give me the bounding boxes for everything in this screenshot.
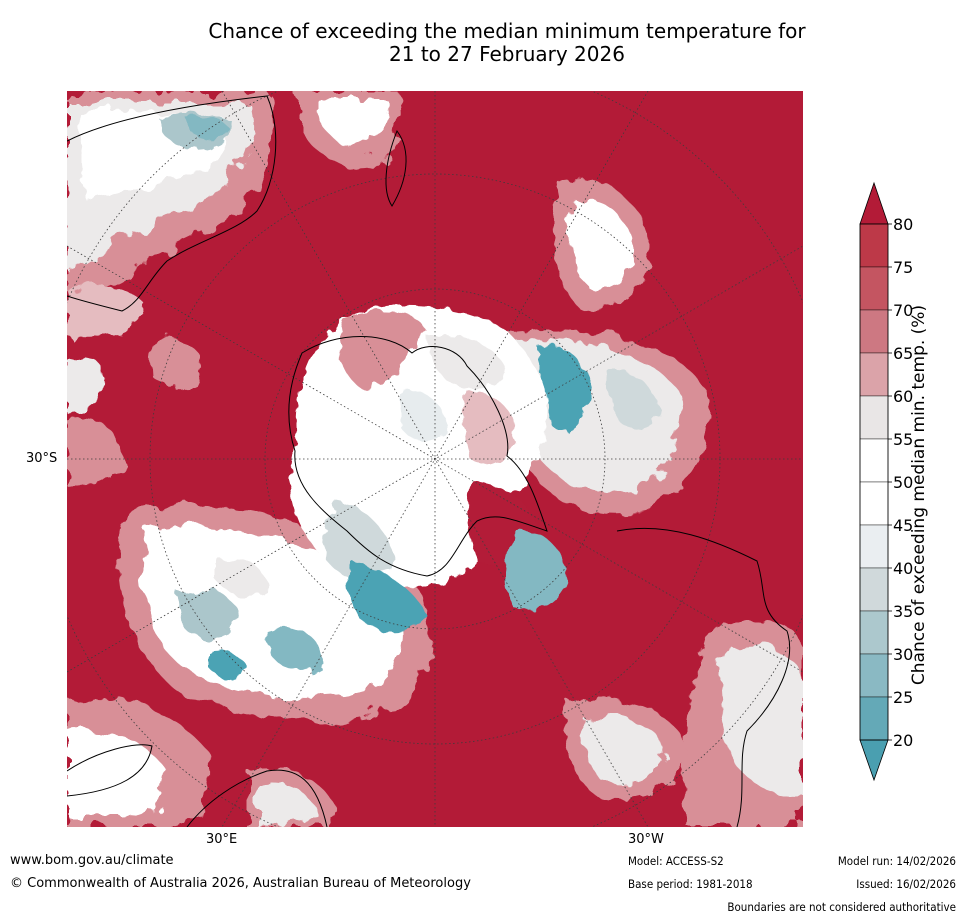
title-line-2: 21 to 27 February 2026	[389, 42, 625, 66]
colorbar-tick-label: 25	[893, 688, 913, 707]
colorbar-tick-label: 75	[893, 258, 913, 277]
colorbar-tick-label: 55	[893, 430, 913, 449]
probability-patches	[67, 91, 803, 827]
colorbar-bottom-arrow	[859, 739, 889, 782]
colorbar-segment	[859, 610, 889, 655]
colorbar-tick-label: 80	[893, 215, 913, 234]
title-line-1: Chance of exceeding the median minimum t…	[208, 19, 806, 43]
colorbar-top-arrow	[859, 181, 889, 225]
footer-disclaimer: Boundaries are not considered authoritat…	[727, 900, 956, 914]
colorbar-tick-label: 70	[893, 301, 913, 320]
colorbar-svg: 80 75 70 65 60 55 50 45 40 35 30 25 20	[859, 181, 913, 782]
footer-model-run: Model run: 14/02/2026	[837, 854, 956, 868]
footer-copyright: © Commonwealth of Australia 2026, Austra…	[10, 876, 471, 891]
colorbar-tick-label: 45	[893, 516, 913, 535]
colorbar-segment	[859, 653, 889, 698]
colorbar-label: Chance of exceeding median min. temp. (%…	[909, 304, 929, 686]
polar-map	[67, 91, 803, 827]
colorbar-segment	[859, 395, 889, 440]
lon-label-30e: 30°E	[206, 832, 238, 847]
footer-base-period: Base period: 1981-2018	[628, 877, 753, 891]
colorbar-tick-label: 60	[893, 387, 913, 406]
colorbar-tick-label: 65	[893, 344, 913, 363]
colorbar-tick-label: 30	[893, 645, 913, 664]
footer-issued: Issued: 16/02/2026	[856, 877, 956, 891]
lat-label-30s: 30°S	[26, 451, 58, 466]
colorbar-segment	[859, 438, 889, 483]
lon-label-30w: 30°W	[628, 832, 664, 847]
colorbar-segment	[859, 567, 889, 612]
colorbar-segment	[859, 266, 889, 311]
footer-model: Model: ACCESS-S2	[628, 854, 724, 868]
colorbar-segment	[859, 223, 889, 268]
footer-url[interactable]: www.bom.gov.au/climate	[10, 853, 174, 868]
colorbar-segment	[859, 524, 889, 569]
colorbar-segment	[859, 309, 889, 354]
colorbar-tick-label: 50	[893, 473, 913, 492]
colorbar-tick-label: 40	[893, 559, 913, 578]
colorbar-segment	[859, 696, 889, 741]
colorbar-tick-label: 20	[893, 731, 913, 750]
colorbar-tick-label: 35	[893, 602, 913, 621]
colorbar: 80 75 70 65 60 55 50 45 40 35 30 25 20	[845, 180, 965, 790]
graticule	[67, 91, 803, 827]
map-panel[interactable]	[67, 91, 803, 827]
colorbar-segment	[859, 481, 889, 526]
chart-title: Chance of exceeding the median minimum t…	[0, 20, 965, 66]
coastlines	[67, 95, 791, 827]
colorbar-segment	[859, 352, 889, 397]
